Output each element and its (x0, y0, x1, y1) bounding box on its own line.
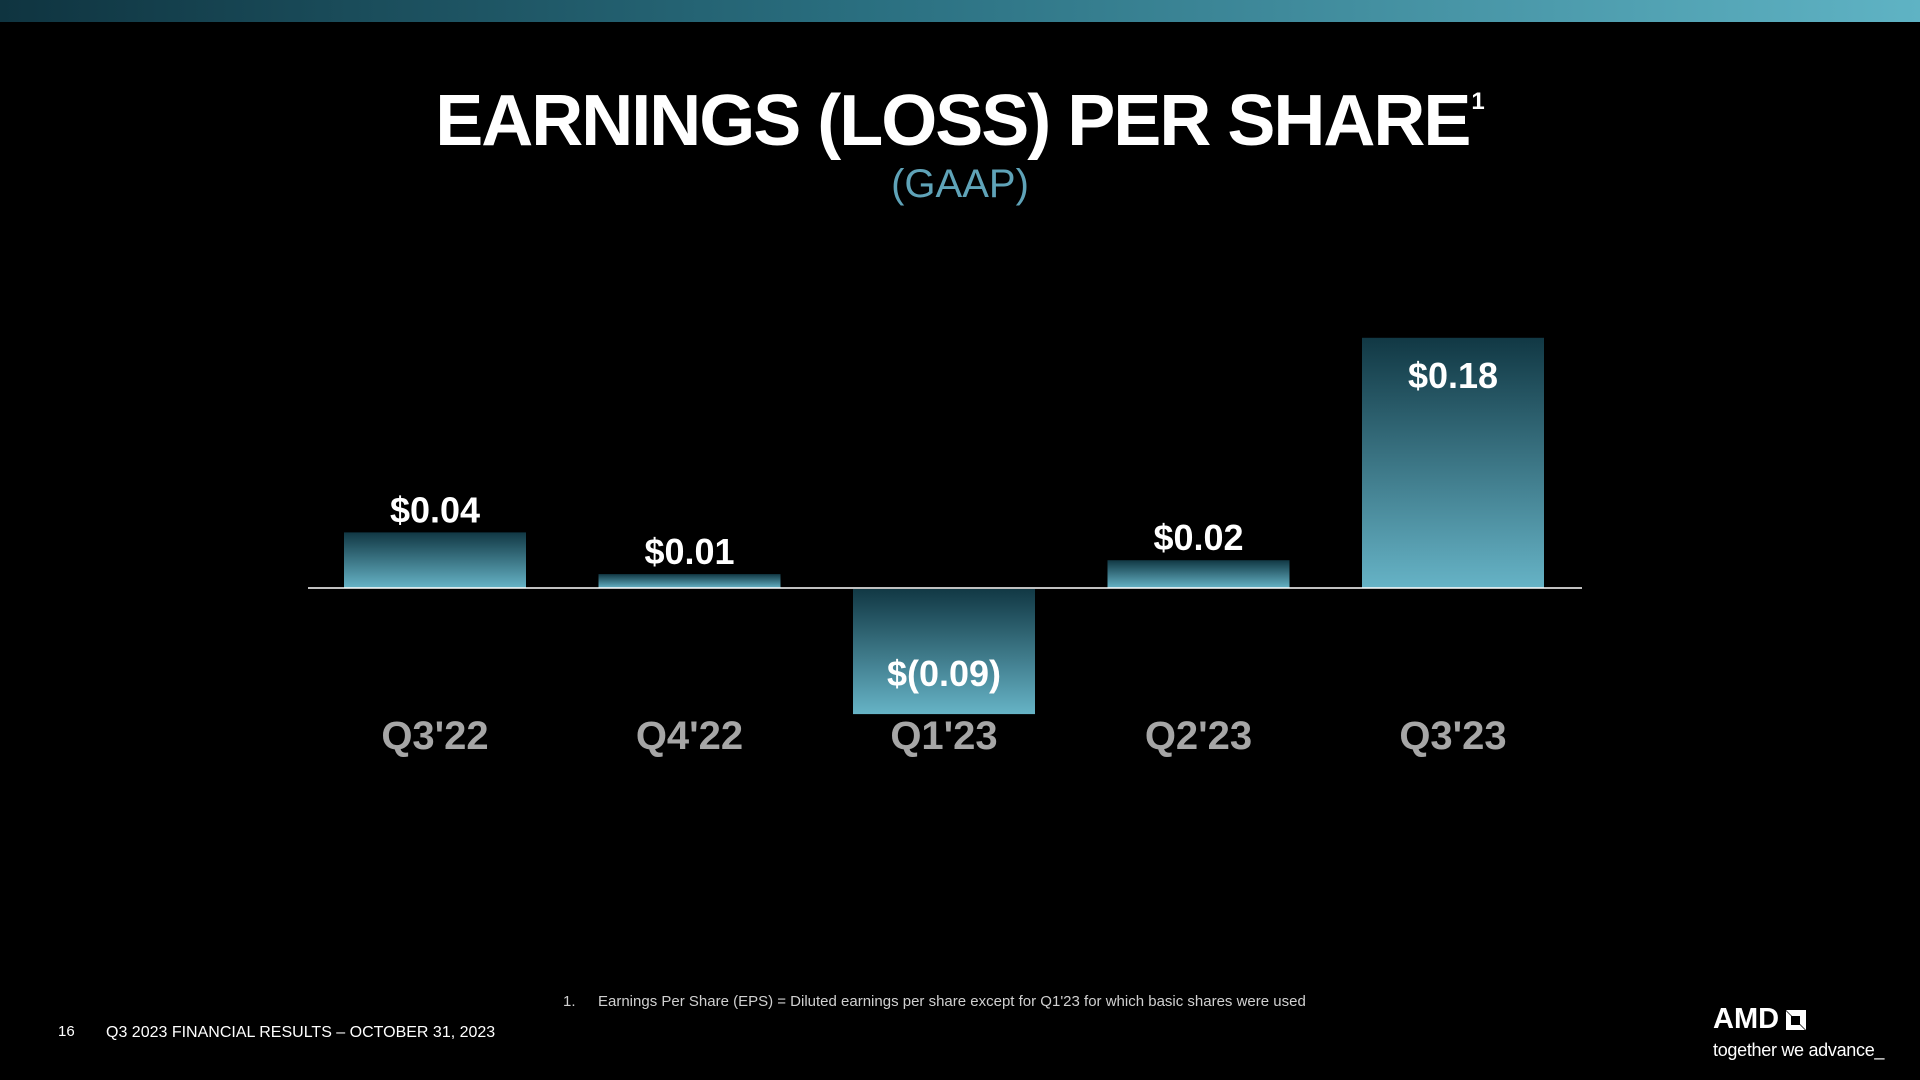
bar-Q2'23 (1107, 560, 1290, 588)
value-label-Q3'23: $0.18 (1408, 355, 1498, 396)
category-label-Q3'22: Q3'22 (381, 714, 488, 758)
labels-group: $0.04 Q3'22 $0.01 Q4'22 $(0.09) Q1'23 $0.02 Q2'… (381, 355, 1506, 758)
amd-arrow-icon (1786, 1009, 1807, 1030)
page-number: 16 (58, 1023, 75, 1040)
amd-logo: AMD together we advance_ (1713, 1003, 1884, 1061)
footnote: 1. Earnings Per Share (EPS) = Diluted ear… (563, 993, 1306, 1010)
top-accent-bar (0, 0, 1920, 22)
footnote-number: 1. (563, 993, 576, 1010)
category-label-Q3'23: Q3'23 (1399, 714, 1506, 758)
footer-text: Q3 2023 FINANCIAL RESULTS – OCTOBER 31, … (106, 1024, 496, 1041)
value-label-Q2'23: $0.02 (1153, 517, 1243, 558)
category-label-Q1'23: Q1'23 (890, 714, 997, 758)
page-title: EARNINGS (LOSS) PER SHARE1 (0, 80, 1920, 162)
bar-Q4'22 (598, 574, 781, 588)
category-label-Q2'23: Q2'23 (1145, 714, 1252, 758)
title-text: EARNINGS (LOSS) PER SHARE (435, 81, 1471, 161)
category-label-Q4'22: Q4'22 (636, 714, 743, 758)
bar-Q3'22 (344, 532, 526, 588)
value-label-Q3'22: $0.04 (390, 489, 480, 530)
title-footnote-marker: 1 (1471, 88, 1485, 115)
logo-tagline: together we advance_ (1713, 1040, 1885, 1060)
value-label-Q4'22: $0.01 (644, 531, 734, 572)
value-label-Q1'23: $(0.09) (887, 653, 1001, 694)
bars-group (344, 337, 1544, 715)
logo-wordmark: AMD (1713, 1003, 1884, 1036)
bar-Q3'23 (1362, 337, 1544, 588)
bar-Q1'23 (853, 589, 1035, 715)
footnote-text: Earnings Per Share (EPS) = Diluted earni… (598, 993, 1306, 1010)
page-subtitle: (GAAP) (891, 162, 1029, 206)
logo-wordmark-text: AMD (1713, 1003, 1780, 1035)
